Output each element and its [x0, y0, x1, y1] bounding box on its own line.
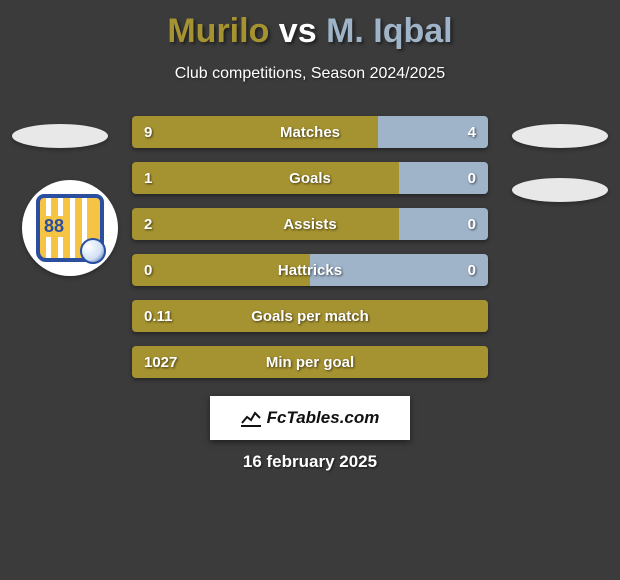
stat-bar-left	[132, 116, 378, 148]
player1-name: Murilo	[167, 12, 269, 50]
brand-badge: FcTables.com	[210, 396, 410, 440]
stat-value-left: 0.11	[144, 300, 172, 332]
player2-avatar-placeholder	[512, 124, 608, 148]
stat-row: Assists20	[132, 208, 488, 240]
stat-value-left: 2	[144, 208, 152, 240]
stat-row: Min per goal1027	[132, 346, 488, 378]
stat-value-right: 0	[468, 208, 476, 240]
player1-avatar-placeholder	[12, 124, 108, 148]
stat-bar-left	[132, 208, 399, 240]
stat-bar-left	[132, 300, 488, 332]
club-number: 88	[42, 216, 66, 237]
stat-row: Matches94	[132, 116, 488, 148]
stat-value-left: 9	[144, 116, 152, 148]
player2-name: M. Iqbal	[326, 12, 453, 50]
stat-row: Hattricks00	[132, 254, 488, 286]
stat-bar-left	[132, 162, 399, 194]
stat-value-right: 0	[468, 162, 476, 194]
comparison-stage: 88 Matches94Goals10Assists20Hattricks00G…	[0, 108, 620, 398]
stat-row: Goals per match0.11	[132, 300, 488, 332]
stat-bar-left	[132, 254, 310, 286]
brand-chart-icon	[241, 409, 261, 427]
stat-value-left: 1	[144, 162, 152, 194]
vs-label: vs	[279, 12, 317, 50]
stats-bars: Matches94Goals10Assists20Hattricks00Goal…	[132, 116, 488, 392]
stat-value-left: 1027	[144, 346, 177, 378]
player2-club-placeholder	[512, 178, 608, 202]
stat-bar-right	[310, 254, 488, 286]
subtitle: Club competitions, Season 2024/2025	[0, 65, 620, 83]
comparison-title: Murilo vs M. Iqbal	[0, 0, 620, 51]
stat-bar-left	[132, 346, 488, 378]
snapshot-date: 16 february 2025	[0, 452, 620, 472]
club-crest: 88	[36, 194, 104, 262]
player1-club-badge: 88	[22, 180, 118, 276]
brand-text: FcTables.com	[267, 408, 380, 428]
soccer-ball-icon	[80, 238, 106, 264]
stat-row: Goals10	[132, 162, 488, 194]
stat-value-right: 0	[468, 254, 476, 286]
stat-value-left: 0	[144, 254, 152, 286]
stat-value-right: 4	[468, 116, 476, 148]
